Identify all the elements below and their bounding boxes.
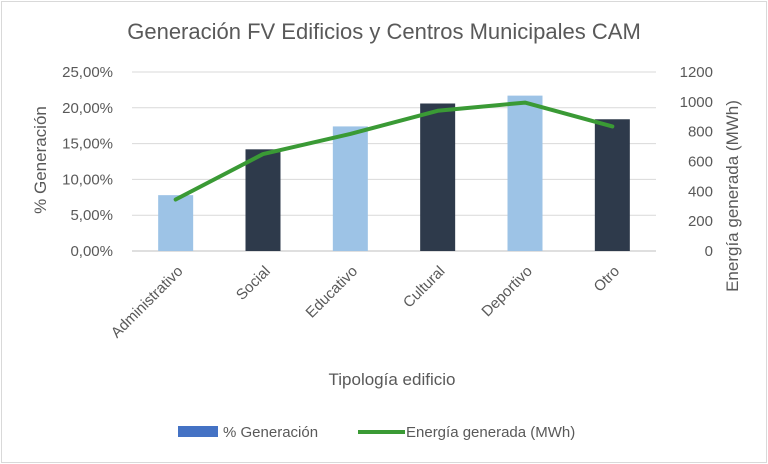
y-axis-left-ticks: 0,00% 5,00% 10,00% 15,00% 20,00% 25,00% — [62, 64, 113, 260]
y-tick-label: 10,00% — [62, 171, 113, 188]
legend-label-bars: % Generación — [223, 424, 318, 441]
y2-tick-label: 200 — [688, 213, 713, 230]
bar-series — [158, 95, 630, 252]
energy-line — [173, 100, 615, 202]
y-tick-label: 15,00% — [62, 136, 113, 153]
bar-cultural — [420, 103, 456, 251]
legend-swatch-bars — [178, 426, 218, 437]
bar-deportivo — [507, 95, 543, 252]
x-tick-label: Social — [233, 263, 274, 304]
x-axis-title: Tipología edificio — [329, 370, 456, 389]
bar-administrativo — [158, 195, 194, 251]
x-tick-label: Cultural — [400, 263, 449, 312]
line-series — [173, 100, 615, 202]
x-tick-label: Deportivo — [478, 263, 535, 320]
y2-tick-label: 1200 — [680, 64, 713, 81]
x-tick-label: Administrativo — [108, 263, 187, 342]
y-axis-right-title: Energía generada (MWh) — [723, 100, 742, 292]
legend-label-line: Energía generada (MWh) — [406, 424, 575, 441]
x-tick-label: Otro — [591, 263, 624, 296]
chart-title: Generación FV Edificios y Centros Munici… — [127, 19, 641, 44]
y2-tick-label: 800 — [688, 124, 713, 141]
bar-otro — [594, 119, 630, 251]
y2-tick-label: 600 — [688, 154, 713, 171]
bar-social — [245, 149, 281, 251]
y-axis-left-title: % Generación — [31, 106, 50, 214]
x-tick-label: Educativo — [303, 263, 362, 322]
y2-tick-label: 0 — [705, 243, 713, 260]
legend: % Generación Energía generada (MWh) — [178, 424, 575, 441]
y-tick-label: 20,00% — [62, 100, 113, 117]
y-tick-label: 5,00% — [70, 207, 113, 224]
y2-tick-label: 400 — [688, 183, 713, 200]
y-tick-label: 25,00% — [62, 64, 113, 81]
y-axis-right-ticks: 0 200 400 600 800 1000 1200 — [680, 64, 713, 260]
gridlines — [132, 71, 656, 252]
y-tick-label: 0,00% — [70, 243, 113, 260]
x-axis-ticks: Administrativo Social Educativo Cultural Dep… — [108, 263, 623, 342]
bar-educativo — [332, 126, 368, 251]
y2-tick-label: 1000 — [680, 94, 713, 111]
